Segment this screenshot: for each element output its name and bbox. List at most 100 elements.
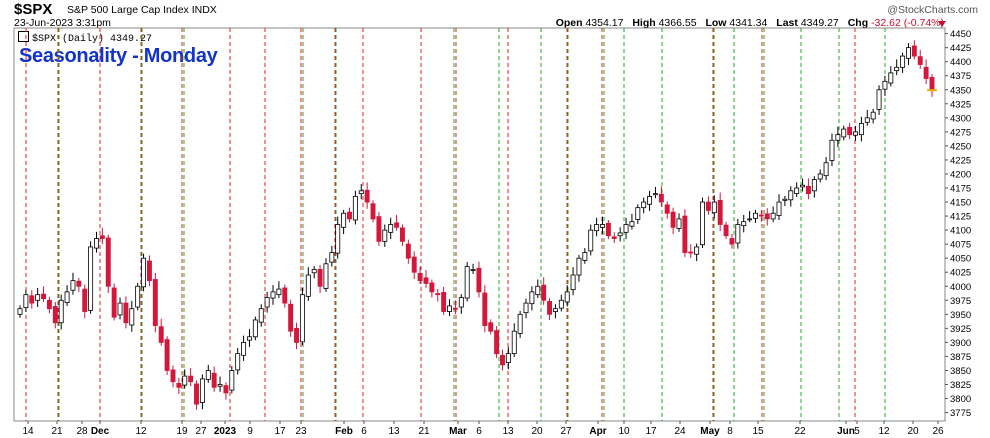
candle-body: [41, 293, 46, 300]
y-tick-label: 3950: [950, 310, 971, 321]
candle-body: [135, 285, 141, 308]
candle-body: [676, 218, 682, 229]
candle-body: [252, 319, 258, 338]
candle-body: [564, 291, 570, 303]
x-tick-label: Apr: [589, 426, 606, 437]
candle-body: [658, 193, 664, 203]
series-legend: $SPX (Daily) 4349.27: [18, 31, 152, 45]
y-tick-label: 4375: [950, 71, 971, 82]
candle-body: [270, 291, 276, 299]
x-tick-label: 21: [418, 426, 430, 437]
candle-body: [188, 375, 194, 383]
candle-body: [511, 330, 517, 355]
last-value: 4349.27: [800, 17, 839, 29]
chg-label: Chg: [847, 17, 869, 29]
candle-body: [494, 330, 500, 355]
candle-body: [141, 257, 147, 288]
candle-body: [258, 308, 264, 323]
candle-body: [517, 313, 523, 334]
candle-body: [441, 292, 447, 312]
candle-body: [394, 222, 400, 228]
candle-body: [488, 322, 494, 332]
x-tick-label: 20: [907, 426, 919, 437]
candle-body: [229, 370, 235, 391]
chart-source[interactable]: @StockCharts.com: [887, 4, 978, 16]
candle-body: [211, 372, 217, 388]
candle-body: [158, 326, 164, 343]
y-tick-label: 4050: [950, 254, 971, 265]
candle-body: [88, 246, 94, 311]
y-tick-label: 3775: [950, 408, 971, 419]
candle-body: [241, 341, 247, 356]
y-tick-label: 4400: [950, 57, 971, 68]
ohlc-readout: Open 4354.17 High 4366.55 Low 4341.34 La…: [550, 17, 944, 29]
y-tick-label: 4175: [950, 184, 971, 195]
candle-body: [23, 294, 29, 308]
candle-body: [717, 199, 723, 225]
candle-body: [411, 256, 417, 273]
candle-body: [52, 306, 58, 324]
candle-body: [164, 339, 170, 371]
candle-body: [847, 126, 853, 136]
candle-body: [729, 238, 735, 245]
candle-body: [623, 224, 629, 233]
candle-body: [647, 196, 653, 205]
x-tick-label: 10: [618, 426, 630, 437]
candle-body: [58, 299, 64, 324]
candle-body: [70, 280, 76, 291]
candle-body: [764, 213, 770, 220]
candle-body: [523, 302, 529, 314]
candle-body: [323, 263, 329, 289]
x-tick-label: 27: [560, 426, 572, 437]
low-value: 4341.34: [729, 17, 768, 29]
y-tick-label: 4025: [950, 268, 971, 279]
candle-body: [817, 173, 823, 180]
open-value: 4354.17: [585, 17, 624, 29]
candle-body: [205, 370, 211, 380]
y-tick-label: 4150: [950, 198, 971, 209]
candle-body: [152, 279, 158, 326]
x-tick-label: May: [700, 426, 720, 437]
candle-body: [700, 201, 705, 246]
candle-body: [711, 201, 717, 214]
high-value: 4366.55: [658, 17, 697, 29]
candle-body: [288, 303, 294, 332]
candle-body: [317, 269, 323, 287]
candle-body: [358, 190, 364, 195]
candle-body: [705, 201, 711, 211]
y-tick-label: 3850: [950, 366, 971, 377]
candle-body: [129, 308, 135, 326]
candle-body: [800, 184, 806, 188]
x-tick-label: 9: [247, 426, 253, 437]
candle-body: [382, 229, 388, 242]
candle-body: [82, 288, 88, 312]
candle-body: [435, 293, 441, 296]
candle-body: [105, 237, 111, 287]
candle-body: [758, 214, 764, 217]
x-tick-label: 13: [388, 426, 400, 437]
candle-body: [694, 246, 700, 255]
candle-body: [605, 222, 611, 237]
candle-body: [929, 77, 935, 91]
candle-body: [470, 269, 476, 271]
candle-body: [635, 207, 641, 220]
candle-body: [594, 224, 600, 232]
y-tick-label: 4250: [950, 141, 971, 152]
candle-body: [64, 291, 70, 303]
candle-body: [788, 190, 794, 201]
candle-body: [347, 211, 352, 220]
candle-body: [900, 55, 906, 68]
x-tick-label: 6: [361, 426, 367, 437]
candle-body: [146, 260, 152, 282]
candle-body: [364, 189, 370, 203]
x-tick-label: 12: [135, 426, 147, 437]
candle-body: [841, 128, 847, 138]
last-label: Last: [776, 17, 798, 29]
candle-body: [123, 302, 129, 324]
x-tick-label: 22: [794, 426, 806, 437]
candle-body: [876, 89, 882, 110]
low-label: Low: [705, 17, 727, 29]
candle-body: [811, 179, 817, 192]
candle-body: [853, 131, 858, 136]
